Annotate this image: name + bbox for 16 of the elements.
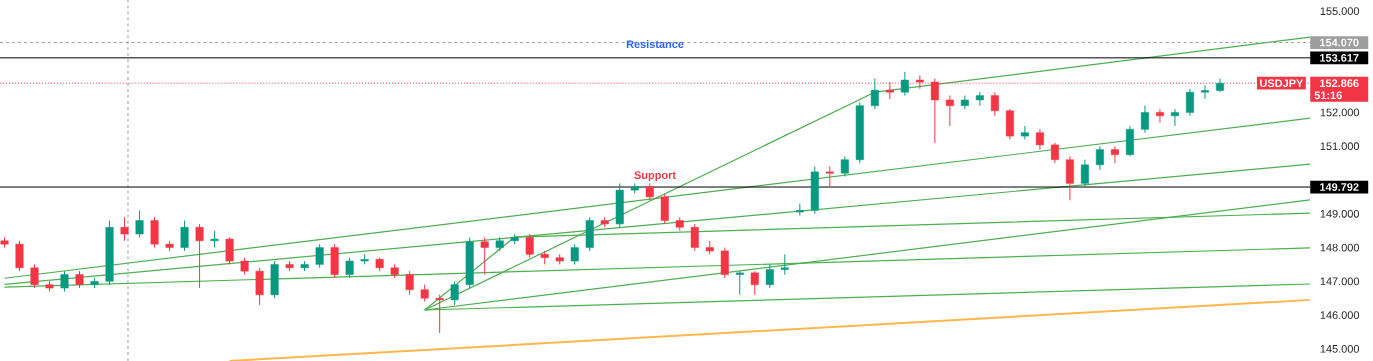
annotation: Resistance [626, 40, 684, 49]
annotation: USDJPY [1260, 79, 1304, 88]
y-tick-label: 148.000 [1320, 243, 1360, 252]
y-tick-label: 149.000 [1320, 209, 1360, 218]
y-tick-label: 147.000 [1320, 277, 1360, 286]
y-tick-label: 145.000 [1320, 344, 1360, 353]
ref-line-label: 154.070 [1320, 38, 1359, 47]
ref-line-label: 149.792 [1320, 183, 1359, 191]
y-tick-label: 146.000 [1320, 311, 1360, 319]
y-tick-label: 152.000 [1320, 108, 1360, 117]
y-tick-label: 151.000 [1320, 142, 1360, 151]
annotation: Support [634, 171, 676, 182]
ref-line-label: 152.866 [1320, 79, 1359, 88]
text: 51:16 [1314, 91, 1342, 100]
y-tick-label: 155.000 [1320, 7, 1360, 16]
ref-line-label: 153.617 [1320, 53, 1359, 62]
